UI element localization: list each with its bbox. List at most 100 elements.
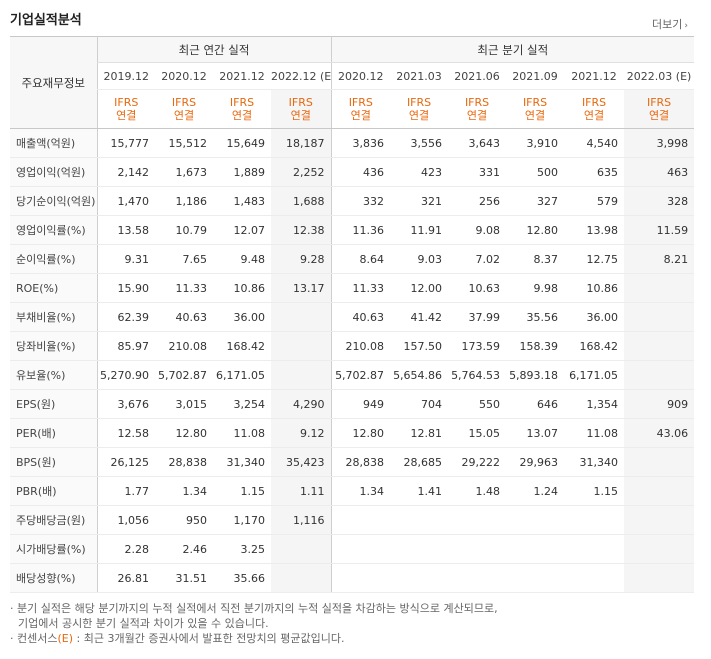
table-cell: 29,963 — [506, 447, 565, 477]
table-cell: 210.08 — [330, 331, 391, 361]
table-cell: 3,015 — [155, 389, 213, 419]
table-cell: 1,186 — [155, 186, 213, 216]
table-row: 영업이익률(%) 13.58 10.79 12.07 12.38 11.36 11.91 9.… — [10, 215, 695, 245]
table-row: 부채비율(%) 62.39 40.63 36.00 40.63 41.42 37.99 35.… — [10, 302, 695, 332]
table-cell: 11.08 — [564, 418, 625, 448]
row-label: 당좌비율(%) — [10, 331, 97, 361]
table-cell: 332 — [330, 186, 391, 216]
table-cell: 3,676 — [96, 389, 155, 419]
table-cell: 2,252 — [271, 157, 332, 187]
table-cell: 9.48 — [213, 244, 271, 274]
more-link-label: 더보기 — [652, 18, 683, 31]
ifrs-label: IFRS 연결 — [96, 89, 155, 129]
row-label: PER(배) — [10, 418, 97, 448]
table-cell: 168.42 — [564, 331, 625, 361]
row-label: 시가배당률(%) — [10, 534, 97, 564]
table-cell: 5,764.53 — [448, 360, 507, 390]
table-cell: 909 — [624, 389, 695, 419]
table-cell: 579 — [564, 186, 625, 216]
table-cell: 1.24 — [506, 476, 565, 506]
ifrs-label: IFRS 연결 — [624, 89, 695, 129]
table-cell: 327 — [506, 186, 565, 216]
table-row: ROE(%) 15.90 11.33 10.86 13.17 11.33 12.00 10.6… — [10, 273, 695, 303]
period-header: 2021.09 — [506, 62, 565, 90]
table-row: 순이익률(%) 9.31 7.65 9.48 9.28 8.64 9.03 7.02 8.37 1… — [10, 244, 695, 274]
table-cell: 3,998 — [624, 128, 695, 158]
table-cell: 1.48 — [448, 476, 507, 506]
table-row: 유보율(%) 5,270.90 5,702.87 6,171.05 5,702.87 5,… — [10, 360, 695, 390]
table-cell: 35,423 — [271, 447, 332, 477]
table-cell — [624, 273, 695, 303]
table-cell: 157.50 — [390, 331, 449, 361]
annual-header: 최근 연간 실적 — [96, 36, 332, 63]
table-cell: 11.59 — [624, 215, 695, 245]
table-cell — [506, 563, 565, 593]
financial-table: 주요재무정보 최근 연간 실적 최근 분기 실적 2019.12 2020.12 2… — [10, 36, 695, 593]
table-cell — [448, 563, 507, 593]
table-cell: 1.77 — [96, 476, 155, 506]
table-cell: 1,354 — [564, 389, 625, 419]
table-cell: 8.37 — [506, 244, 565, 274]
table-cell: 646 — [506, 389, 565, 419]
row-label: 유보율(%) — [10, 360, 97, 390]
table-row: PBR(배) 1.77 1.34 1.15 1.11 1.34 1.41 1.48 1.24 1.… — [10, 476, 695, 506]
row-label: ROE(%) — [10, 273, 97, 303]
table-cell: 10.63 — [448, 273, 507, 303]
table-cell: 1.15 — [564, 476, 625, 506]
table-cell: 18,187 — [271, 128, 332, 158]
table-cell: 168.42 — [213, 331, 271, 361]
notes: · 분기 실적은 해당 분기까지의 누적 실적에서 직전 분기까지의 누적 실적… — [10, 601, 498, 646]
table-cell — [506, 534, 565, 564]
table-cell: 256 — [448, 186, 507, 216]
row-label: 부채비율(%) — [10, 302, 97, 332]
table-cell: 28,838 — [155, 447, 213, 477]
table-cell — [624, 563, 695, 593]
table-cell: 35.56 — [506, 302, 565, 332]
ifrs-label: IFRS 연결 — [564, 89, 625, 129]
table-cell: 1.34 — [330, 476, 391, 506]
table-cell: 1.11 — [271, 476, 332, 506]
table-cell: 11.08 — [213, 418, 271, 448]
table-cell: 13.17 — [271, 273, 332, 303]
note-1: · 분기 실적은 해당 분기까지의 누적 실적에서 직전 분기까지의 누적 실적… — [10, 602, 498, 615]
table-cell: 8.21 — [624, 244, 695, 274]
table-cell: 210.08 — [155, 331, 213, 361]
ifrs-label: IFRS 연결 — [506, 89, 565, 129]
table-cell: 2,142 — [96, 157, 155, 187]
table-cell: 1.41 — [390, 476, 449, 506]
row-label: EPS(원) — [10, 389, 97, 419]
table-cell — [624, 447, 695, 477]
table-cell — [624, 302, 695, 332]
table-cell — [448, 534, 507, 564]
table-cell: 12.75 — [564, 244, 625, 274]
row-label: 배당성향(%) — [10, 563, 97, 593]
more-link[interactable]: 더보기 › — [652, 16, 688, 32]
table-cell: 41.42 — [390, 302, 449, 332]
table-cell: 40.63 — [330, 302, 391, 332]
table-cell: 6,171.05 — [564, 360, 625, 390]
table-cell: 5,893.18 — [506, 360, 565, 390]
table-cell — [390, 563, 449, 593]
table-cell: 12.80 — [506, 215, 565, 245]
table-cell: 1,688 — [271, 186, 332, 216]
table-cell: 635 — [564, 157, 625, 187]
table-cell — [564, 505, 625, 535]
table-cell: 1,673 — [155, 157, 213, 187]
period-header: 2021.03 — [390, 62, 449, 90]
table-cell: 1,470 — [96, 186, 155, 216]
table-cell — [330, 563, 391, 593]
period-header: 2021.12 — [564, 62, 625, 90]
table-cell: 12.81 — [390, 418, 449, 448]
table-cell: 1,116 — [271, 505, 332, 535]
table-cell: 43.06 — [624, 418, 695, 448]
table-cell: 28,685 — [390, 447, 449, 477]
table-cell: 12.07 — [213, 215, 271, 245]
table-cell — [624, 476, 695, 506]
table-cell — [271, 563, 332, 593]
row-label: 주당배당금(원) — [10, 505, 97, 535]
table-row: BPS(원) 26,125 28,838 31,340 35,423 28,838 28,6… — [10, 447, 695, 477]
table-cell: 5,654.86 — [390, 360, 449, 390]
table-cell: 1,170 — [213, 505, 271, 535]
ifrs-label: IFRS 연결 — [448, 89, 507, 129]
table-cell: 463 — [624, 157, 695, 187]
